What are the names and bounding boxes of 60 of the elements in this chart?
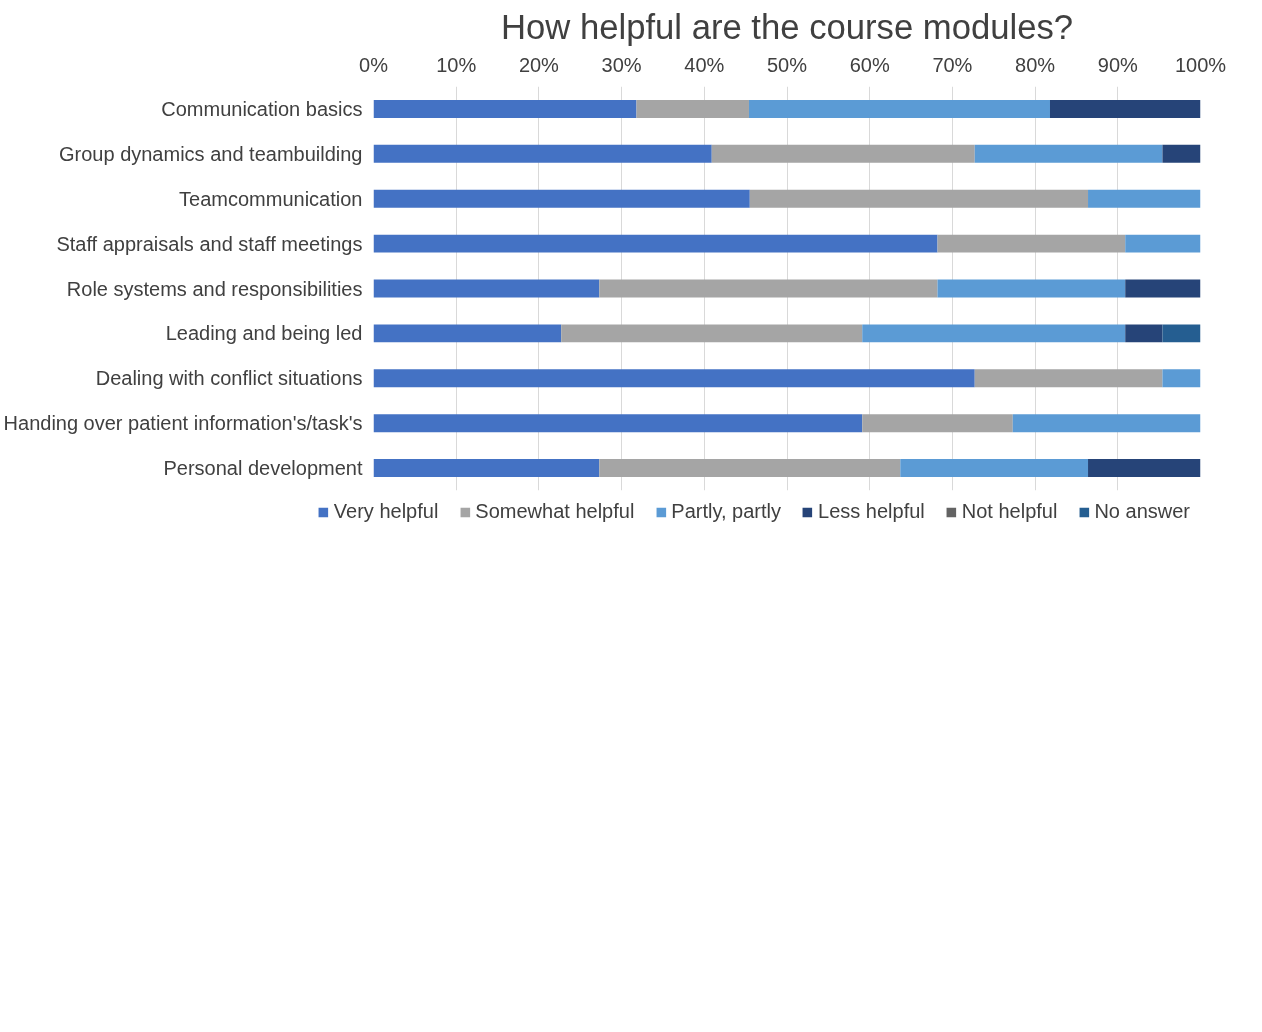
y-tick-label: Staff appraisals and staff meetings xyxy=(56,232,363,255)
legend-label: Partly, partly xyxy=(671,500,782,523)
bar xyxy=(373,189,750,208)
bar xyxy=(1049,99,1201,118)
bar xyxy=(900,459,1089,478)
bar xyxy=(636,99,749,118)
x-tick-label: 60% xyxy=(849,53,890,76)
x-tick-label: 20% xyxy=(518,53,560,76)
bar xyxy=(1125,324,1163,343)
x-tick-label: 90% xyxy=(1097,53,1139,76)
bar xyxy=(862,324,1126,343)
bar xyxy=(373,324,562,343)
x-tick-label: 30% xyxy=(601,53,642,76)
x-tick-label: 0% xyxy=(359,53,389,76)
bar xyxy=(373,234,938,253)
bar xyxy=(748,99,1050,118)
legend-label: Less helpful xyxy=(818,500,925,523)
bar xyxy=(937,234,1126,253)
bar xyxy=(749,189,1089,208)
x-tick-label: 50% xyxy=(766,53,808,76)
y-tick-label: Teamcommunication xyxy=(179,187,363,210)
x-tick-label: 10% xyxy=(436,53,477,76)
bar xyxy=(373,144,712,163)
bar xyxy=(373,369,975,388)
bar xyxy=(937,279,1126,298)
bar xyxy=(373,414,863,433)
y-tick-label: Leading and being led xyxy=(165,322,363,345)
x-tick-label: 40% xyxy=(684,53,725,76)
bar xyxy=(1162,324,1201,343)
chart-title: How helpful are the course modules? xyxy=(500,7,1074,46)
legend-label: Not helpful xyxy=(961,500,1058,523)
y-tick-label: Role systems and responsibilities xyxy=(66,277,363,300)
x-tick-label: 80% xyxy=(1015,53,1056,76)
bar xyxy=(373,459,600,478)
bar xyxy=(711,144,975,163)
legend-label: Somewhat helpful xyxy=(475,500,635,523)
bar xyxy=(1162,144,1201,163)
bar xyxy=(561,324,863,343)
bar xyxy=(1088,189,1201,208)
bar xyxy=(1012,414,1201,433)
bar xyxy=(373,99,637,118)
x-tick-label: 100% xyxy=(1174,53,1227,76)
bar xyxy=(974,369,1163,388)
y-tick-label: Group dynamics and teambuilding xyxy=(58,142,363,165)
bar xyxy=(1125,234,1201,253)
legend-label: Very helpful xyxy=(333,500,439,523)
y-tick-label: Dealing with conflict situations xyxy=(95,367,363,390)
x-tick-label: 70% xyxy=(932,53,973,76)
bar xyxy=(599,459,901,478)
bar xyxy=(373,279,600,298)
legend-label: No answer xyxy=(1094,500,1190,523)
bar xyxy=(599,279,938,298)
y-tick-label: Communication basics xyxy=(161,97,363,120)
bar xyxy=(974,144,1163,163)
bar xyxy=(1088,459,1201,478)
bar xyxy=(1162,369,1201,388)
bar xyxy=(862,414,1013,433)
y-tick-label: Handing over patient information's/task's xyxy=(3,412,363,435)
y-tick-label: Personal development xyxy=(163,457,363,480)
bar xyxy=(1125,279,1201,298)
